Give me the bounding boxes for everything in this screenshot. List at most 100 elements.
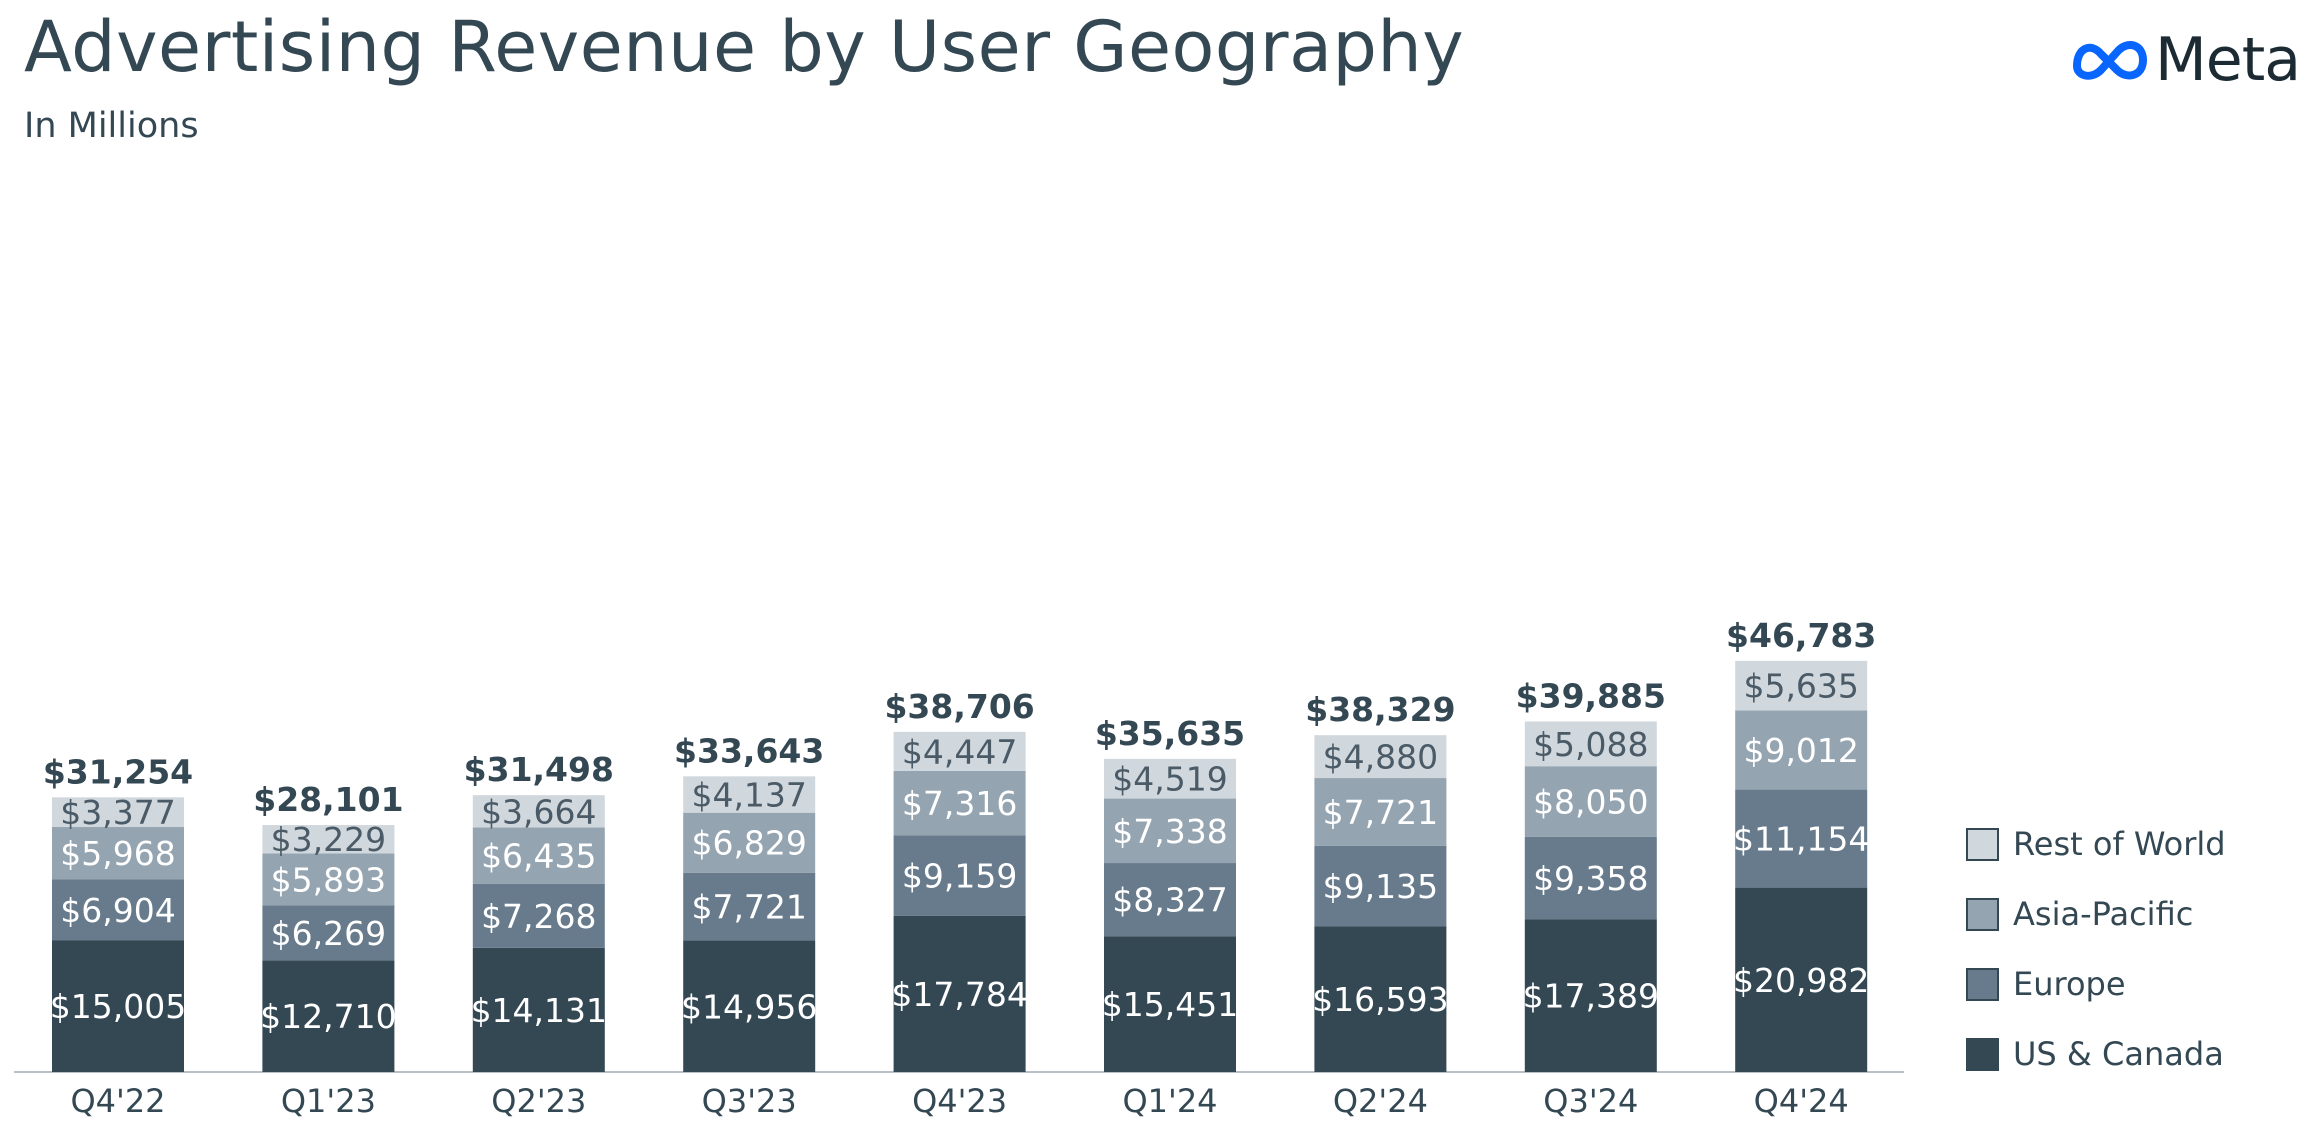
segment-value-label: $11,154 [1733, 820, 1869, 859]
segment-value-label: $4,519 [1112, 760, 1227, 799]
bar-segment-rest-of-world-8 [1735, 660, 1868, 711]
bar-segment-europe-1 [262, 905, 395, 961]
segment-value-label: $16,593 [1312, 980, 1448, 1019]
segment-value-label: $14,131 [471, 991, 607, 1030]
legend-swatch [1966, 1037, 1999, 1071]
segment-value-label: $4,880 [1323, 738, 1438, 777]
bar-total-label: $46,783 [1726, 616, 1876, 655]
bar-segment-europe-6 [1314, 845, 1447, 927]
bar-segment-asia-pacific-8 [1735, 710, 1868, 790]
bar-segment-rest-of-world-5 [1104, 758, 1236, 799]
chart-subtitle: In Millions [24, 106, 199, 146]
segment-value-label: $9,135 [1323, 867, 1438, 906]
segment-value-label: $7,721 [691, 888, 806, 927]
segment-value-label: $3,377 [60, 793, 175, 832]
segment-value-label: $9,012 [1743, 731, 1858, 770]
brand-logo: Meta [2069, 20, 2301, 100]
segment-value-label: $17,389 [1523, 977, 1659, 1016]
bar-segment-us-canada-5 [1104, 936, 1236, 1072]
bar-segment-rest-of-world-0 [52, 797, 184, 828]
bar-segment-us-canada-4 [893, 915, 1026, 1072]
segment-value-label: $3,229 [271, 820, 386, 859]
legend-item-rest-of-world: Rest of World [1966, 825, 2226, 863]
legend-label: Europe [2013, 965, 2126, 1003]
segment-value-label: $17,784 [891, 975, 1027, 1014]
x-tick-label: Q2'23 [491, 1082, 586, 1120]
x-tick-label: Q4'22 [70, 1082, 165, 1120]
segment-value-label: $5,968 [60, 834, 175, 873]
bar-segment-asia-pacific-6 [1314, 778, 1447, 846]
bar-segment-us-canada-0 [52, 940, 184, 1072]
bar-total-label: $33,643 [674, 731, 824, 770]
bar-total-label: $31,254 [43, 752, 193, 791]
bar-segment-asia-pacific-2 [472, 827, 605, 884]
x-tick-label: Q3'24 [1543, 1082, 1638, 1120]
bar-segment-us-canada-2 [472, 947, 605, 1072]
segment-value-label: $7,268 [481, 897, 596, 936]
x-tick-label: Q1'24 [1122, 1082, 1217, 1120]
segment-value-label: $15,005 [50, 987, 186, 1026]
segment-value-label: $9,159 [902, 856, 1017, 895]
brand-wordmark: Meta [2155, 25, 2301, 95]
segment-value-label: $7,316 [902, 784, 1017, 823]
segment-value-label: $5,635 [1743, 667, 1858, 706]
segment-value-label: $6,269 [271, 914, 386, 953]
bar-segment-asia-pacific-5 [1104, 798, 1236, 864]
bar-segment-europe-5 [1104, 863, 1236, 937]
bar-segment-rest-of-world-3 [683, 776, 816, 813]
x-tick-label: Q1'23 [281, 1082, 376, 1120]
segment-value-label: $6,829 [691, 824, 806, 863]
segment-value-label: $3,664 [481, 792, 596, 831]
segment-value-label: $15,451 [1102, 985, 1238, 1024]
legend-item-europe: Europe [1966, 965, 2226, 1003]
bar-segment-us-canada-6 [1314, 926, 1447, 1072]
legend-swatch [1966, 827, 1999, 861]
segment-value-label: $6,904 [60, 891, 175, 930]
legend-label: Asia-Pacific [2013, 895, 2194, 933]
segment-value-label: $12,710 [260, 997, 396, 1036]
bar-segment-asia-pacific-1 [262, 853, 395, 906]
bar-segment-asia-pacific-4 [893, 770, 1026, 836]
bar-segment-europe-7 [1524, 836, 1657, 920]
bar-segment-us-canada-1 [262, 960, 395, 1072]
segment-value-label: $8,050 [1533, 783, 1648, 822]
segment-value-label: $4,447 [902, 732, 1017, 771]
bar-segment-europe-2 [472, 883, 605, 948]
bar-segment-europe-3 [683, 872, 816, 941]
bar-segment-europe-8 [1735, 789, 1868, 888]
x-tick-label: Q2'24 [1333, 1082, 1428, 1120]
bar-segment-rest-of-world-7 [1524, 721, 1657, 767]
segment-value-label: $5,088 [1533, 725, 1648, 764]
legend-swatch [1966, 897, 1999, 931]
bar-segment-rest-of-world-6 [1314, 735, 1447, 779]
bar-segment-europe-0 [52, 879, 184, 941]
chart-title: Advertising Revenue by User Geography [24, 6, 1465, 88]
bar-segment-us-canada-7 [1524, 919, 1657, 1072]
bar-segment-asia-pacific-3 [683, 812, 816, 873]
legend-label: US & Canada [2013, 1035, 2224, 1073]
bar-segment-asia-pacific-0 [52, 827, 184, 880]
bar-total-label: $31,498 [464, 750, 614, 789]
x-tick-label: Q4'24 [1754, 1082, 1849, 1120]
segment-value-label: $14,956 [681, 987, 817, 1026]
bar-segment-europe-4 [893, 835, 1026, 916]
bar-segment-rest-of-world-2 [472, 795, 605, 828]
segment-value-label: $7,338 [1112, 812, 1227, 851]
meta-infinity-icon [2069, 36, 2149, 84]
legend-swatch [1966, 967, 1999, 1001]
legend-item-asia-pacific: Asia-Pacific [1966, 895, 2226, 933]
bar-segment-rest-of-world-1 [262, 825, 395, 854]
segment-value-label: $6,435 [481, 837, 596, 876]
bar-total-label: $38,706 [884, 687, 1034, 726]
bar-total-label: $38,329 [1305, 690, 1455, 729]
bar-segment-asia-pacific-7 [1524, 766, 1657, 837]
bar-total-label: $39,885 [1516, 676, 1666, 715]
bar-total-label: $35,635 [1095, 714, 1245, 753]
legend-label: Rest of World [2013, 825, 2226, 863]
bar-segment-rest-of-world-4 [893, 731, 1026, 771]
bar-segment-us-canada-8 [1735, 887, 1868, 1072]
x-tick-label: Q4'23 [912, 1082, 1007, 1120]
segment-value-label: $8,327 [1112, 881, 1227, 920]
segment-value-label: $4,137 [691, 776, 806, 815]
